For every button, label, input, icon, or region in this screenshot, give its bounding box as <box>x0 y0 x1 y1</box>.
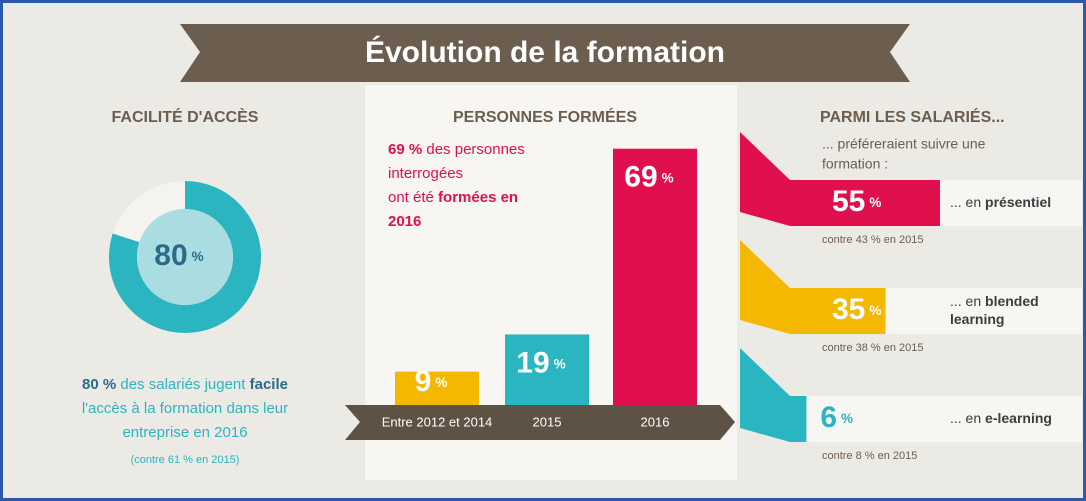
text-span: ont été <box>388 189 438 206</box>
bar <box>790 396 807 442</box>
bar <box>395 371 479 405</box>
category-label: 2015 <box>533 414 562 429</box>
text-line: ... en blended <box>950 293 1039 309</box>
fold <box>740 132 790 226</box>
value: 80 <box>154 239 187 272</box>
text-line: ... en e-learning <box>950 410 1052 426</box>
text-span: learning <box>950 311 1004 327</box>
value-label: 69% <box>624 161 673 194</box>
value: 69 <box>624 161 657 194</box>
bar <box>790 180 940 226</box>
unit: % <box>554 356 566 371</box>
heading: FACILITÉ D'ACCÈS <box>112 107 259 126</box>
text-line: 80 % des salariés jugent facile <box>82 376 288 393</box>
text-line: interrogées <box>388 165 463 182</box>
unit: % <box>192 249 204 264</box>
value: 55 <box>832 185 865 218</box>
unit: % <box>869 195 881 210</box>
category-label: Entre 2012 et 2014 <box>382 414 493 429</box>
category-label: 2016 <box>641 414 670 429</box>
unit: % <box>869 303 881 318</box>
text-span: présentiel <box>985 194 1051 210</box>
donut-arc <box>109 181 261 333</box>
note: contre 38 % en 2015 <box>822 342 924 354</box>
text-span: 69 % <box>388 141 422 158</box>
bar <box>613 148 697 405</box>
text-line: l'accès à la formation dans leur <box>82 400 288 417</box>
text-span: des salariés jugent <box>116 376 249 393</box>
heading: PARMI LES SALARIÉS... <box>820 107 1005 126</box>
text-span: facile <box>250 376 288 393</box>
text-span: ... en <box>950 293 985 309</box>
note: (contre 61 % en 2015) <box>131 454 240 466</box>
unit: % <box>662 170 674 185</box>
text-span: des personnes <box>422 141 525 158</box>
value-label: 80% <box>154 239 203 272</box>
label-box <box>790 396 1082 442</box>
value: 19 <box>516 346 549 379</box>
note: contre 43 % en 2015 <box>822 234 924 246</box>
text-line: entreprise en 2016 <box>122 424 247 441</box>
value-label: 19% <box>516 346 565 379</box>
title-banner <box>180 24 910 82</box>
fold <box>740 240 790 334</box>
text-span: entreprise en 2016 <box>122 424 247 441</box>
title: Évolution de la formation <box>365 35 725 69</box>
value: 9 <box>415 365 432 398</box>
text-line: ont été formées en <box>388 189 518 206</box>
value-label: 55% <box>832 185 881 218</box>
text-span: formées en <box>438 189 518 206</box>
axis-band <box>345 405 735 440</box>
text-line: 2016 <box>388 213 421 230</box>
text-span: 80 % <box>82 376 116 393</box>
fold <box>740 348 790 442</box>
value: 6 <box>820 401 837 434</box>
value: 35 <box>832 293 865 326</box>
bar <box>790 288 886 334</box>
unit: % <box>435 375 447 390</box>
text-span: ... en <box>950 194 985 210</box>
text-span: interrogées <box>388 165 463 182</box>
donut-hole <box>137 209 233 305</box>
text-span: l'accès à la formation dans leur <box>82 400 288 417</box>
heading: PERSONNES FORMÉES <box>453 107 637 126</box>
text-span: 2016 <box>388 213 421 230</box>
text-span: blended <box>985 293 1039 309</box>
text-line: 69 % des personnes <box>388 141 525 158</box>
value-label: 6% <box>820 401 853 434</box>
subheading: ... préféreraient suivre une <box>822 136 986 152</box>
unit: % <box>841 411 853 426</box>
text-line: learning <box>950 311 1004 327</box>
text-line: ... en présentiel <box>950 194 1051 210</box>
text-span: ... en <box>950 410 985 426</box>
bar <box>505 334 589 405</box>
note: contre 8 % en 2015 <box>822 450 917 462</box>
value-label: 35% <box>832 293 881 326</box>
subheading: formation : <box>822 156 888 172</box>
value-label: 9% <box>415 365 448 398</box>
text-span: e-learning <box>985 410 1052 426</box>
